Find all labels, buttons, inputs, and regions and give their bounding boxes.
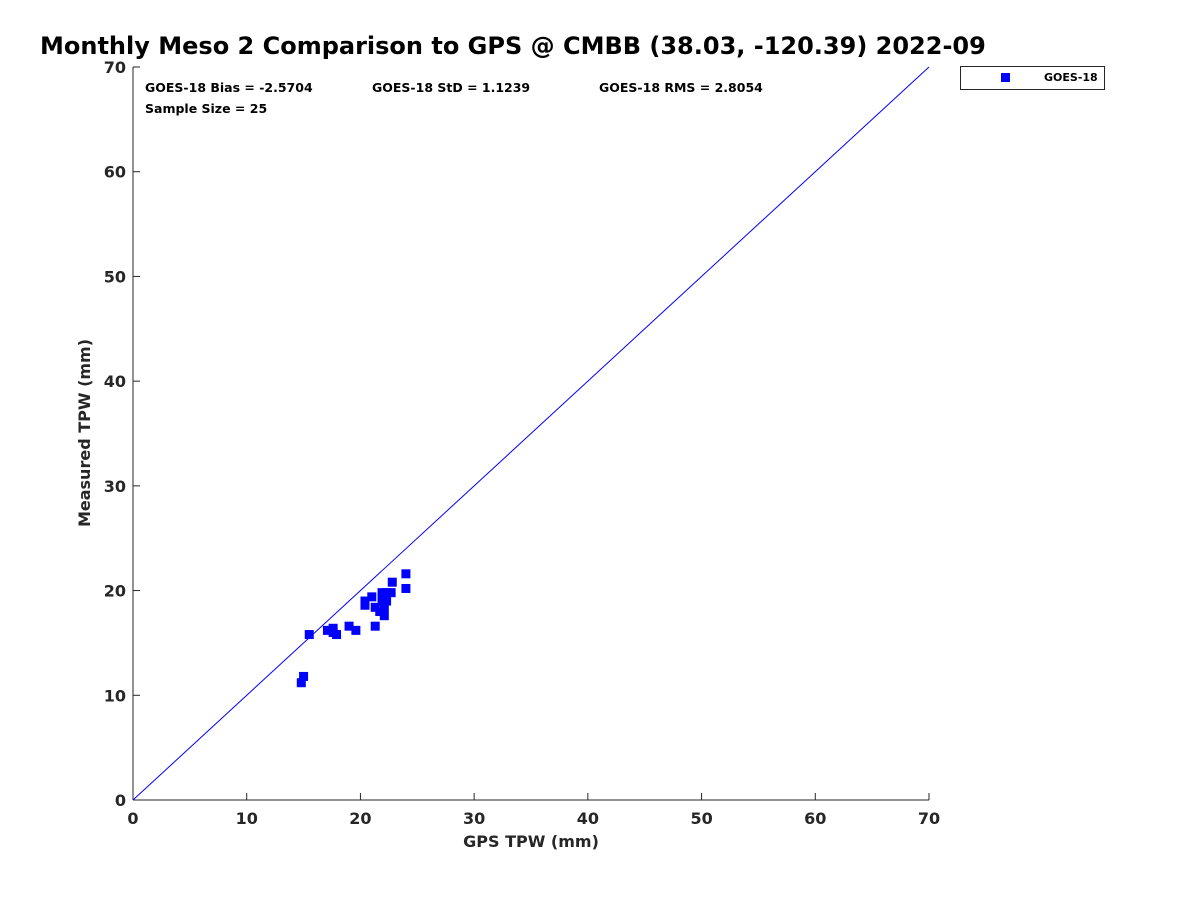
y-axis-label: Measured TPW (mm) xyxy=(75,339,94,527)
data-point-goes-18 xyxy=(401,583,411,593)
stat-bias: GOES-18 Bias = -2.5704 xyxy=(145,80,313,95)
data-point-goes-18 xyxy=(360,596,370,606)
x-tick-label: 20 xyxy=(349,809,371,828)
data-point-goes-18 xyxy=(382,588,392,598)
data-point-goes-18 xyxy=(328,623,338,633)
data-point-goes-18 xyxy=(401,569,411,579)
stat-std: GOES-18 StD = 1.1239 xyxy=(372,80,530,95)
x-axis-ticks: 0 10 20 30 40 50 60 70 xyxy=(127,793,940,828)
y-tick-label: 0 xyxy=(115,791,126,810)
y-tick-label: 60 xyxy=(104,163,126,182)
data-point-goes-18 xyxy=(296,678,306,688)
data-point-goes-18 xyxy=(344,621,354,631)
data-point-goes-18 xyxy=(379,611,389,621)
x-tick-label: 30 xyxy=(463,809,485,828)
legend-box xyxy=(960,66,1105,90)
y-tick-label: 50 xyxy=(104,267,126,286)
x-tick-label: 0 xyxy=(127,809,138,828)
x-axis-label: GPS TPW (mm) xyxy=(463,832,599,851)
stat-rms: GOES-18 RMS = 2.8054 xyxy=(599,80,763,95)
data-point-goes-18 xyxy=(332,630,342,640)
data-point-goes-18 xyxy=(377,596,387,606)
x-tick-label: 40 xyxy=(577,809,599,828)
data-point-goes-18 xyxy=(370,602,380,612)
axes xyxy=(132,67,929,801)
y-axis-ticks: 0 10 20 30 40 50 60 70 xyxy=(104,58,140,810)
x-tick-label: 50 xyxy=(690,809,712,828)
data-point-goes-18 xyxy=(370,621,380,631)
data-point-goes-18 xyxy=(386,588,396,598)
y-tick-label: 40 xyxy=(104,372,126,391)
x-tick-label: 70 xyxy=(918,809,940,828)
data-point-goes-18 xyxy=(367,592,377,602)
y-tick-label: 20 xyxy=(104,582,126,601)
data-point-goes-18 xyxy=(382,596,392,606)
x-tick-label: 10 xyxy=(236,809,258,828)
chart-title: Monthly Meso 2 Comparison to GPS @ CMBB … xyxy=(40,32,986,60)
x-tick-label: 60 xyxy=(804,809,826,828)
data-point-goes-18 xyxy=(387,577,397,587)
y-tick-label: 70 xyxy=(104,58,126,77)
data-point-goes-18 xyxy=(322,625,332,635)
y-tick-label: 10 xyxy=(104,686,126,705)
data-point-goes-18 xyxy=(304,630,314,640)
data-points xyxy=(296,569,411,688)
data-point-goes-18 xyxy=(379,602,389,612)
data-point-goes-18 xyxy=(375,607,385,617)
stat-sample-size: Sample Size = 25 xyxy=(145,101,267,116)
data-point-goes-18 xyxy=(351,625,361,635)
legend-label-goes-18: GOES-18 xyxy=(1044,71,1098,84)
legend: GOES-18 xyxy=(960,66,1105,90)
one-to-one-reference-line xyxy=(132,66,930,801)
legend-marker-goes-18 xyxy=(1001,73,1010,82)
data-point-goes-18 xyxy=(299,671,309,681)
y-tick-label: 30 xyxy=(104,477,126,496)
data-point-goes-18 xyxy=(377,588,387,598)
